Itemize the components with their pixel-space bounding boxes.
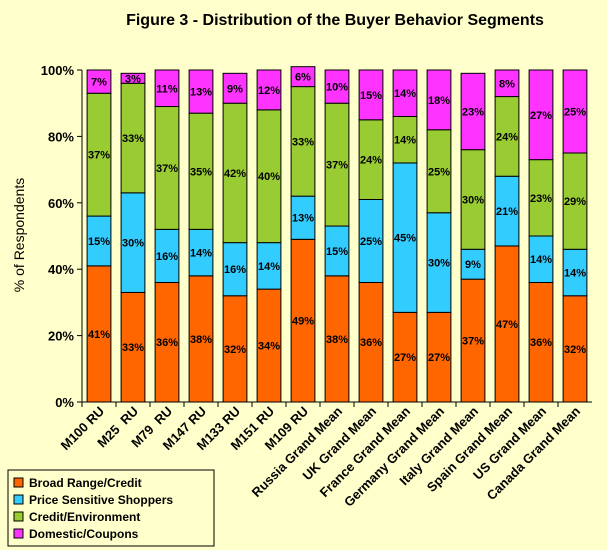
data-label: 16% — [156, 251, 178, 263]
data-label: 37% — [156, 163, 178, 175]
data-label: 14% — [190, 248, 212, 260]
data-label: 36% — [530, 337, 552, 349]
data-label: 25% — [428, 166, 450, 178]
data-label: 9% — [465, 259, 481, 271]
data-label: 36% — [360, 337, 382, 349]
data-label: 32% — [564, 344, 586, 356]
data-label: 13% — [292, 213, 314, 225]
y-tick-label: 60% — [48, 196, 74, 211]
y-tick-label: 20% — [48, 329, 74, 344]
data-label: 38% — [190, 334, 212, 346]
y-axis-label: % of Respondents — [11, 178, 27, 292]
data-label: 37% — [326, 160, 348, 172]
bar-segment — [562, 69, 588, 154]
bar-segment — [188, 69, 214, 114]
data-label: 21% — [496, 206, 518, 218]
bar-segment — [358, 69, 384, 121]
bar-segment — [120, 72, 146, 84]
data-label: 32% — [224, 344, 246, 356]
data-label: 27% — [428, 352, 450, 364]
data-label: 9% — [227, 83, 243, 95]
legend: Broad Range/Credit Price Sensitive Shoppe… — [7, 469, 215, 547]
data-label: 33% — [122, 342, 144, 354]
bar-segment — [86, 69, 112, 94]
data-label: 14% — [394, 88, 416, 100]
data-label: 23% — [462, 107, 484, 119]
data-label: 42% — [224, 168, 246, 180]
data-label: 30% — [122, 238, 144, 250]
data-label: 11% — [156, 83, 178, 95]
data-label: 37% — [462, 336, 484, 348]
data-label: 33% — [122, 133, 144, 145]
chart-title: Figure 3 - Distribution of the Buyer Beh… — [126, 12, 544, 29]
bar-segment — [494, 69, 520, 98]
data-label: 25% — [564, 107, 586, 119]
data-label: 35% — [190, 166, 212, 178]
data-label: 24% — [496, 131, 518, 143]
legend-swatch — [13, 494, 24, 505]
data-label: 12% — [258, 85, 280, 97]
legend-label: Broad Range/Credit — [29, 476, 142, 490]
bar-segment — [392, 69, 418, 117]
data-label: 36% — [156, 337, 178, 349]
data-label: 23% — [530, 193, 552, 205]
bar-segment — [324, 69, 350, 104]
legend-swatch — [13, 511, 24, 522]
data-label: 15% — [326, 246, 348, 258]
data-label: 7% — [91, 77, 107, 89]
legend-swatch — [13, 528, 24, 539]
data-label: 3% — [125, 73, 141, 85]
legend-box — [7, 469, 215, 547]
data-label: 27% — [530, 110, 552, 122]
data-label: 14% — [394, 135, 416, 147]
bar-segment — [528, 69, 554, 161]
legend-label: Domestic/Coupons — [29, 527, 139, 541]
legend-label: Credit/Environment — [29, 510, 140, 524]
data-label: 6% — [295, 72, 311, 84]
data-label: 41% — [88, 329, 110, 341]
data-label: 14% — [258, 261, 280, 273]
data-label: 49% — [292, 316, 314, 328]
y-tick-label: 100% — [41, 63, 75, 78]
data-label: 34% — [258, 341, 280, 353]
bar-segment — [460, 72, 486, 151]
y-tick-label: 0% — [55, 395, 74, 410]
data-label: 33% — [292, 136, 314, 148]
data-label: 25% — [360, 236, 382, 248]
data-label: 14% — [530, 254, 552, 266]
data-label: 27% — [394, 352, 416, 364]
bar-segment — [222, 72, 248, 104]
data-label: 30% — [462, 194, 484, 206]
data-label: 13% — [190, 87, 212, 99]
bar-segment — [290, 66, 316, 88]
data-label: 14% — [564, 268, 586, 280]
legend-label: Price Sensitive Shoppers — [29, 493, 173, 507]
data-label: 16% — [224, 264, 246, 276]
data-label: 30% — [428, 258, 450, 270]
data-label: 45% — [394, 233, 416, 245]
data-label: 24% — [360, 155, 382, 167]
bar-segment — [154, 69, 180, 108]
data-label: 47% — [496, 319, 518, 331]
data-label: 40% — [258, 171, 280, 183]
y-tick-label: 40% — [48, 262, 74, 277]
data-label: 29% — [564, 196, 586, 208]
data-label: 18% — [428, 95, 450, 107]
data-label: 10% — [326, 82, 348, 94]
bar-segment — [426, 69, 452, 131]
data-label: 15% — [360, 90, 382, 102]
data-label: 8% — [499, 78, 515, 90]
data-label: 37% — [88, 150, 110, 162]
y-tick-label: 80% — [48, 129, 74, 144]
legend-swatch — [13, 477, 24, 488]
plot-area: 0% 20% 40% 60% 80% 100% 41% 33% 36% 38% 32% 34% 49% 3… — [41, 63, 592, 510]
bar-segment — [256, 69, 282, 111]
data-label: 15% — [88, 236, 110, 248]
data-label: 38% — [326, 334, 348, 346]
